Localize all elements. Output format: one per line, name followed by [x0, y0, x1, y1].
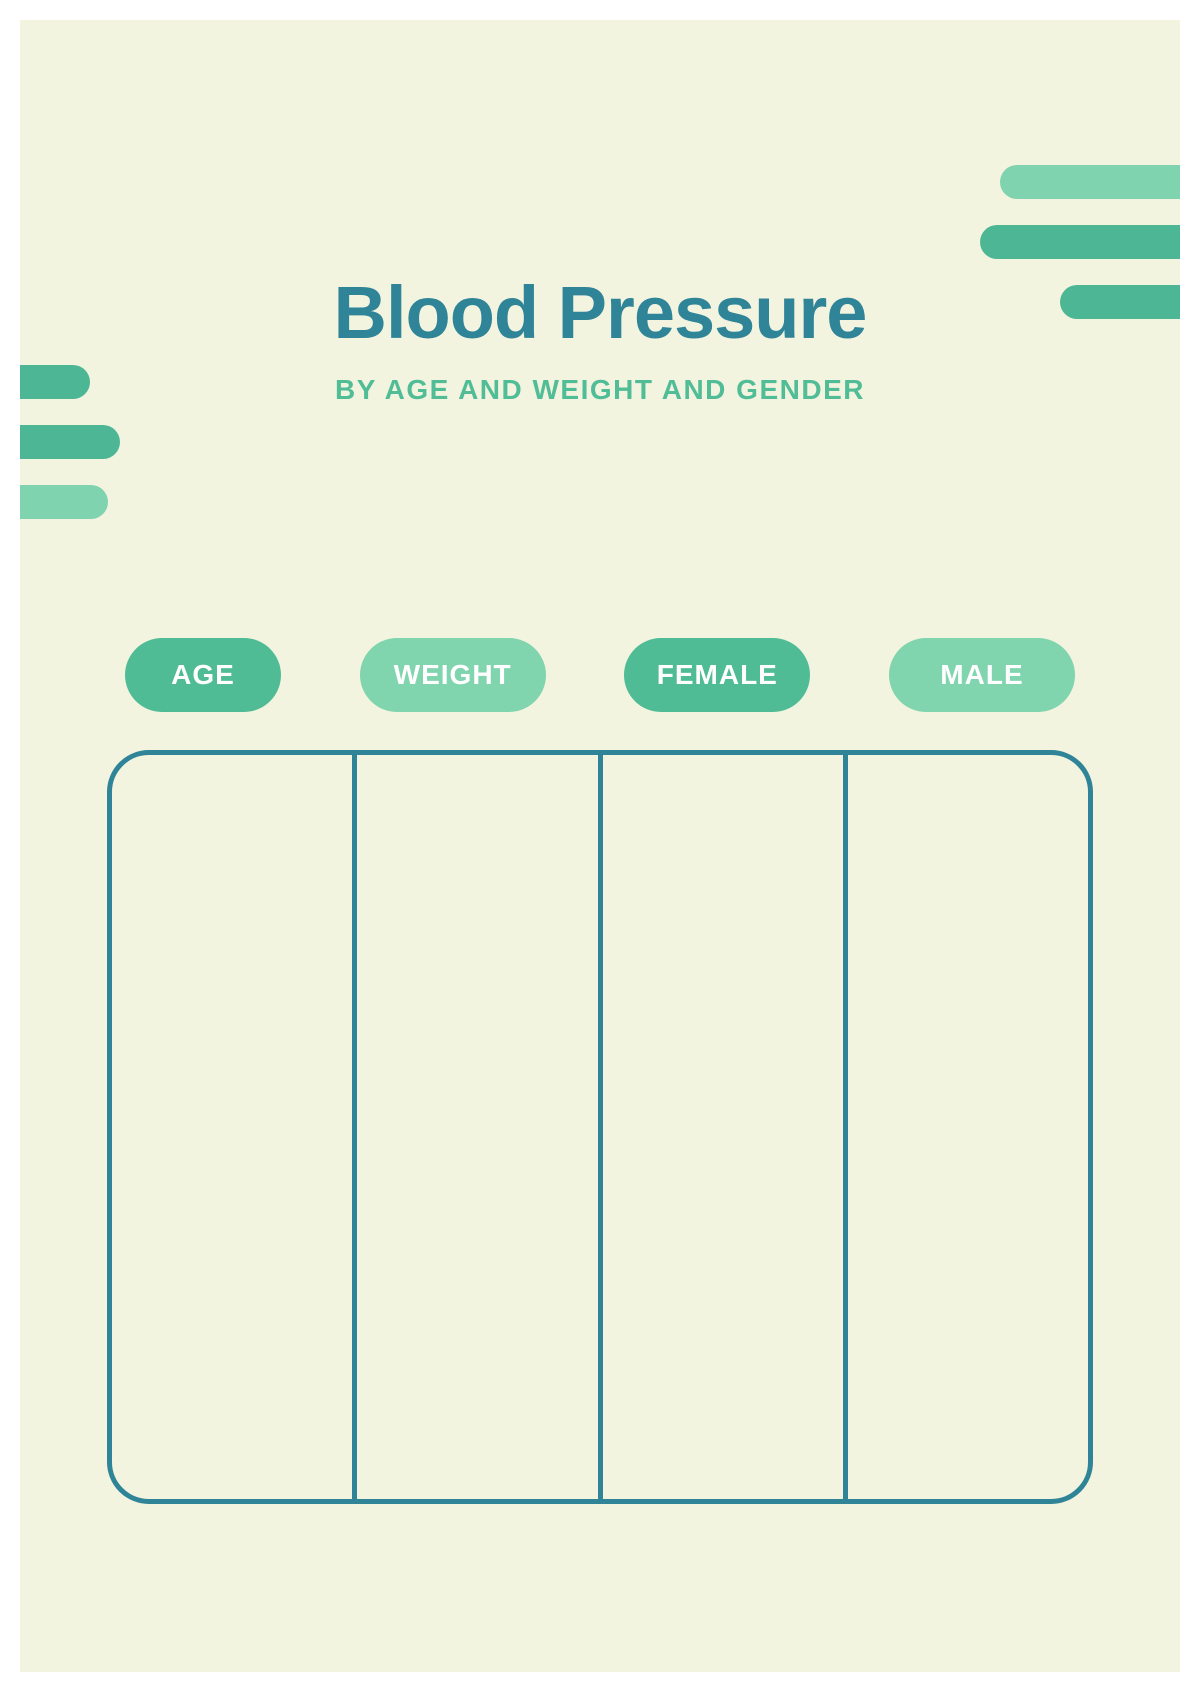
table-column-age	[112, 755, 357, 1499]
page-subtitle: BY AGE AND WEIGHT AND GENDER	[20, 374, 1180, 406]
column-header-weight: WEIGHT	[360, 638, 546, 712]
column-header-age: AGE	[125, 638, 281, 712]
table-column-female	[603, 755, 848, 1499]
table-column-male	[848, 755, 1088, 1499]
page-title: Blood Pressure	[20, 270, 1180, 355]
deco-bar	[980, 225, 1180, 259]
column-headers: AGE WEIGHT FEMALE MALE	[125, 638, 1075, 712]
column-header-female: FEMALE	[624, 638, 810, 712]
deco-bar	[20, 425, 120, 459]
deco-bar	[1000, 165, 1180, 199]
infographic-canvas: Blood Pressure BY AGE AND WEIGHT AND GEN…	[20, 20, 1180, 1672]
data-table	[107, 750, 1093, 1504]
column-header-male: MALE	[889, 638, 1075, 712]
deco-bar	[20, 485, 108, 519]
table-column-weight	[357, 755, 602, 1499]
